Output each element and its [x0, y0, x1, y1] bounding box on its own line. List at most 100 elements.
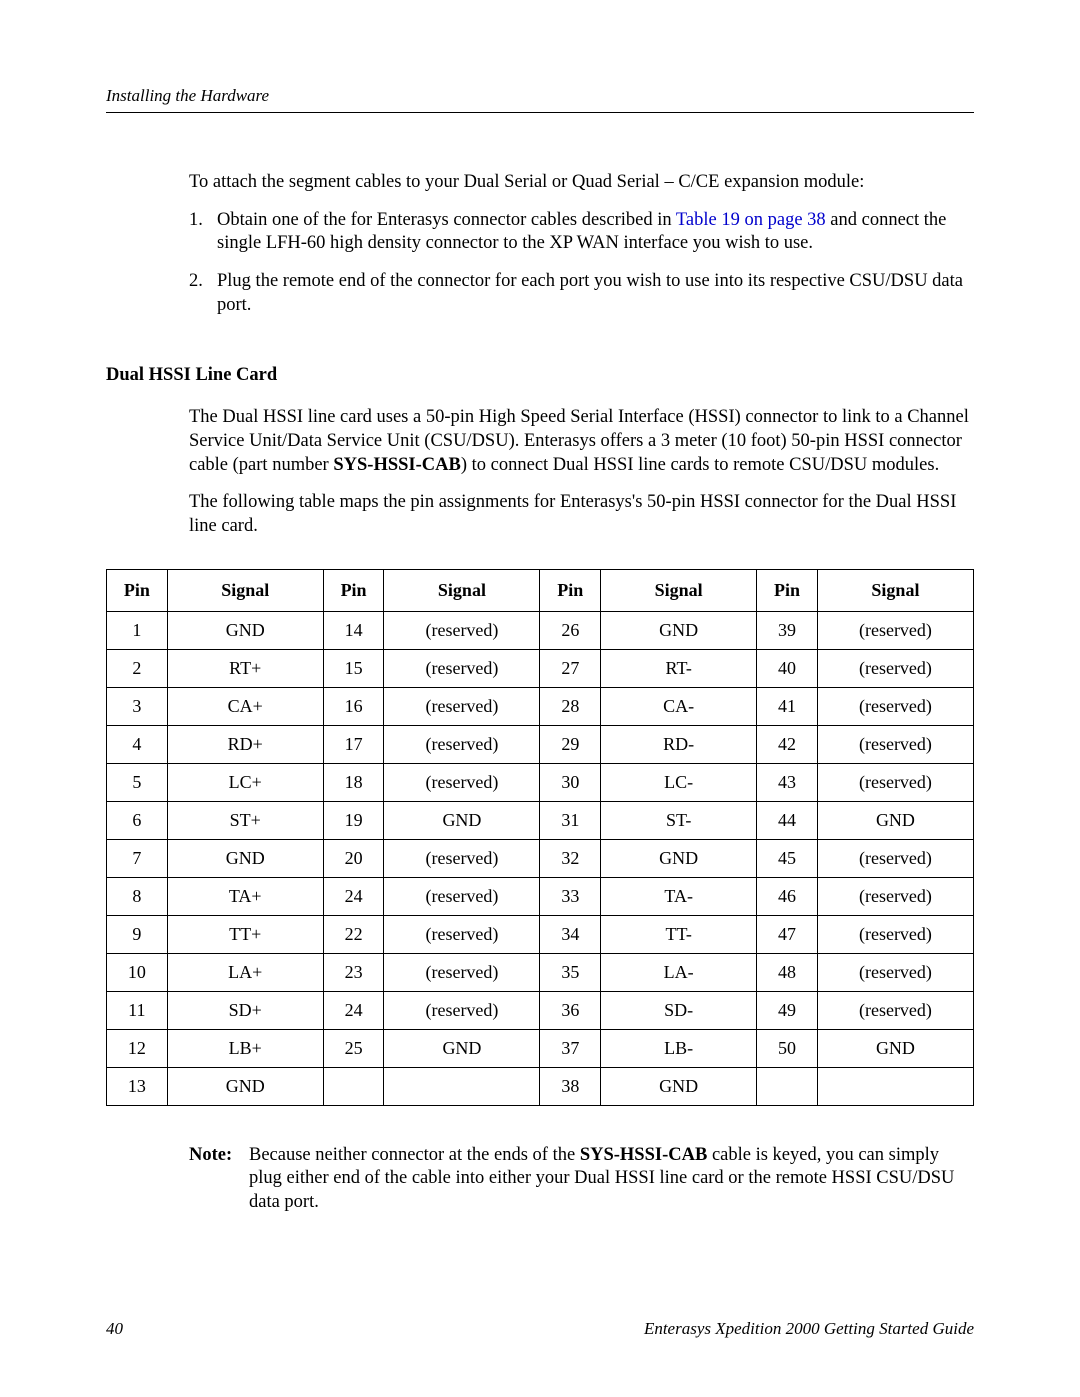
note-block: Note: Because neither connector at the e… [189, 1144, 974, 1215]
table-cell: GND [167, 1067, 323, 1105]
table-cell: RD- [601, 725, 757, 763]
table-cell: ST- [601, 801, 757, 839]
table-cell: 6 [107, 801, 168, 839]
table-cell: 12 [107, 1029, 168, 1067]
table-row: 7GND20(reserved)32GND45(reserved) [107, 839, 974, 877]
table-cell: 40 [757, 649, 818, 687]
table-cell: 44 [757, 801, 818, 839]
table-cell: (reserved) [384, 839, 540, 877]
table-cell: (reserved) [817, 877, 973, 915]
table-cell: CA- [601, 687, 757, 725]
table-header: Signal [817, 569, 973, 611]
table-cell: LA+ [167, 953, 323, 991]
table-cell [384, 1067, 540, 1105]
table-row: 10LA+23(reserved)35LA-48(reserved) [107, 953, 974, 991]
table-cell: GND [817, 1029, 973, 1067]
table-cell: 46 [757, 877, 818, 915]
table-row: 4RD+17(reserved)29RD-42(reserved) [107, 725, 974, 763]
table-cell: 24 [323, 991, 384, 1029]
table-header: Signal [167, 569, 323, 611]
table-cell: 31 [540, 801, 601, 839]
table-cell: TA+ [167, 877, 323, 915]
table-cell: 5 [107, 763, 168, 801]
table-cell: 29 [540, 725, 601, 763]
table-cell: 25 [323, 1029, 384, 1067]
table-cell: 24 [323, 877, 384, 915]
table-cell: (reserved) [384, 953, 540, 991]
table-cell: 48 [757, 953, 818, 991]
table-cell: LA- [601, 953, 757, 991]
table-cell: (reserved) [384, 991, 540, 1029]
note-bold: SYS-HSSI-CAB [580, 1145, 708, 1165]
table-cell: 32 [540, 839, 601, 877]
table-cell: (reserved) [817, 725, 973, 763]
table-cell: RT+ [167, 649, 323, 687]
table-cell: 17 [323, 725, 384, 763]
table-cell: (reserved) [384, 915, 540, 953]
table-cell: 19 [323, 801, 384, 839]
table-cell: (reserved) [384, 687, 540, 725]
para1-post: ) to connect Dual HSSI line cards to rem… [461, 455, 939, 475]
table-cell: 36 [540, 991, 601, 1029]
table-cell: 10 [107, 953, 168, 991]
table-cell: (reserved) [817, 687, 973, 725]
table-cell: 3 [107, 687, 168, 725]
table-cell: (reserved) [384, 877, 540, 915]
table-row: 3CA+16(reserved)28CA-41(reserved) [107, 687, 974, 725]
table-row: 11SD+24(reserved)36SD-49(reserved) [107, 991, 974, 1029]
table-row: 12LB+25GND37LB-50GND [107, 1029, 974, 1067]
table-cell: (reserved) [817, 649, 973, 687]
table-row: 1GND14(reserved)26GND39(reserved) [107, 611, 974, 649]
table-cell: 7 [107, 839, 168, 877]
table-row: 6ST+19GND31ST-44GND [107, 801, 974, 839]
note-label: Note: [189, 1144, 249, 1215]
table-row: 13GND38GND [107, 1067, 974, 1105]
table-row: 9TT+22(reserved)34TT-47(reserved) [107, 915, 974, 953]
table-cell: GND [384, 1029, 540, 1067]
table-cell: 37 [540, 1029, 601, 1067]
step-item: 2. Plug the remote end of the connector … [189, 270, 974, 317]
table-cell [817, 1067, 973, 1105]
table-cell: (reserved) [384, 611, 540, 649]
table-cell: 8 [107, 877, 168, 915]
intro-lead: To attach the segment cables to your Dua… [189, 171, 974, 195]
table-cell: LB+ [167, 1029, 323, 1067]
part-number: SYS-HSSI-CAB [333, 455, 461, 475]
table-header: Signal [601, 569, 757, 611]
table-ref-link[interactable]: Table 19 on page 38 [676, 210, 826, 230]
table-cell: 16 [323, 687, 384, 725]
table-cell: TT- [601, 915, 757, 953]
table-cell [757, 1067, 818, 1105]
doc-title: Enterasys Xpedition 2000 Getting Started… [644, 1319, 974, 1339]
table-cell: 33 [540, 877, 601, 915]
table-cell: CA+ [167, 687, 323, 725]
table-cell: GND [384, 801, 540, 839]
table-cell: 22 [323, 915, 384, 953]
running-header: Installing the Hardware [106, 86, 974, 113]
section-para-1: The Dual HSSI line card uses a 50-pin Hi… [189, 406, 974, 477]
table-row: 8TA+24(reserved)33TA-46(reserved) [107, 877, 974, 915]
note-pre: Because neither connector at the ends of… [249, 1145, 580, 1165]
table-cell: 23 [323, 953, 384, 991]
table-cell: LB- [601, 1029, 757, 1067]
table-cell: GND [167, 839, 323, 877]
table-cell: 1 [107, 611, 168, 649]
table-cell: TA- [601, 877, 757, 915]
step-number: 2. [189, 270, 217, 317]
table-cell: (reserved) [817, 953, 973, 991]
table-cell: (reserved) [817, 991, 973, 1029]
table-cell: 2 [107, 649, 168, 687]
table-cell: GND [817, 801, 973, 839]
table-cell: 28 [540, 687, 601, 725]
table-cell: (reserved) [384, 763, 540, 801]
table-cell: (reserved) [817, 839, 973, 877]
table-cell: RT- [601, 649, 757, 687]
table-cell: ST+ [167, 801, 323, 839]
table-cell: GND [601, 839, 757, 877]
table-cell: (reserved) [817, 611, 973, 649]
table-cell: 34 [540, 915, 601, 953]
step-item: 1. Obtain one of the for Enterasys conne… [189, 209, 974, 256]
table-cell: SD+ [167, 991, 323, 1029]
table-cell: 41 [757, 687, 818, 725]
table-cell: 14 [323, 611, 384, 649]
